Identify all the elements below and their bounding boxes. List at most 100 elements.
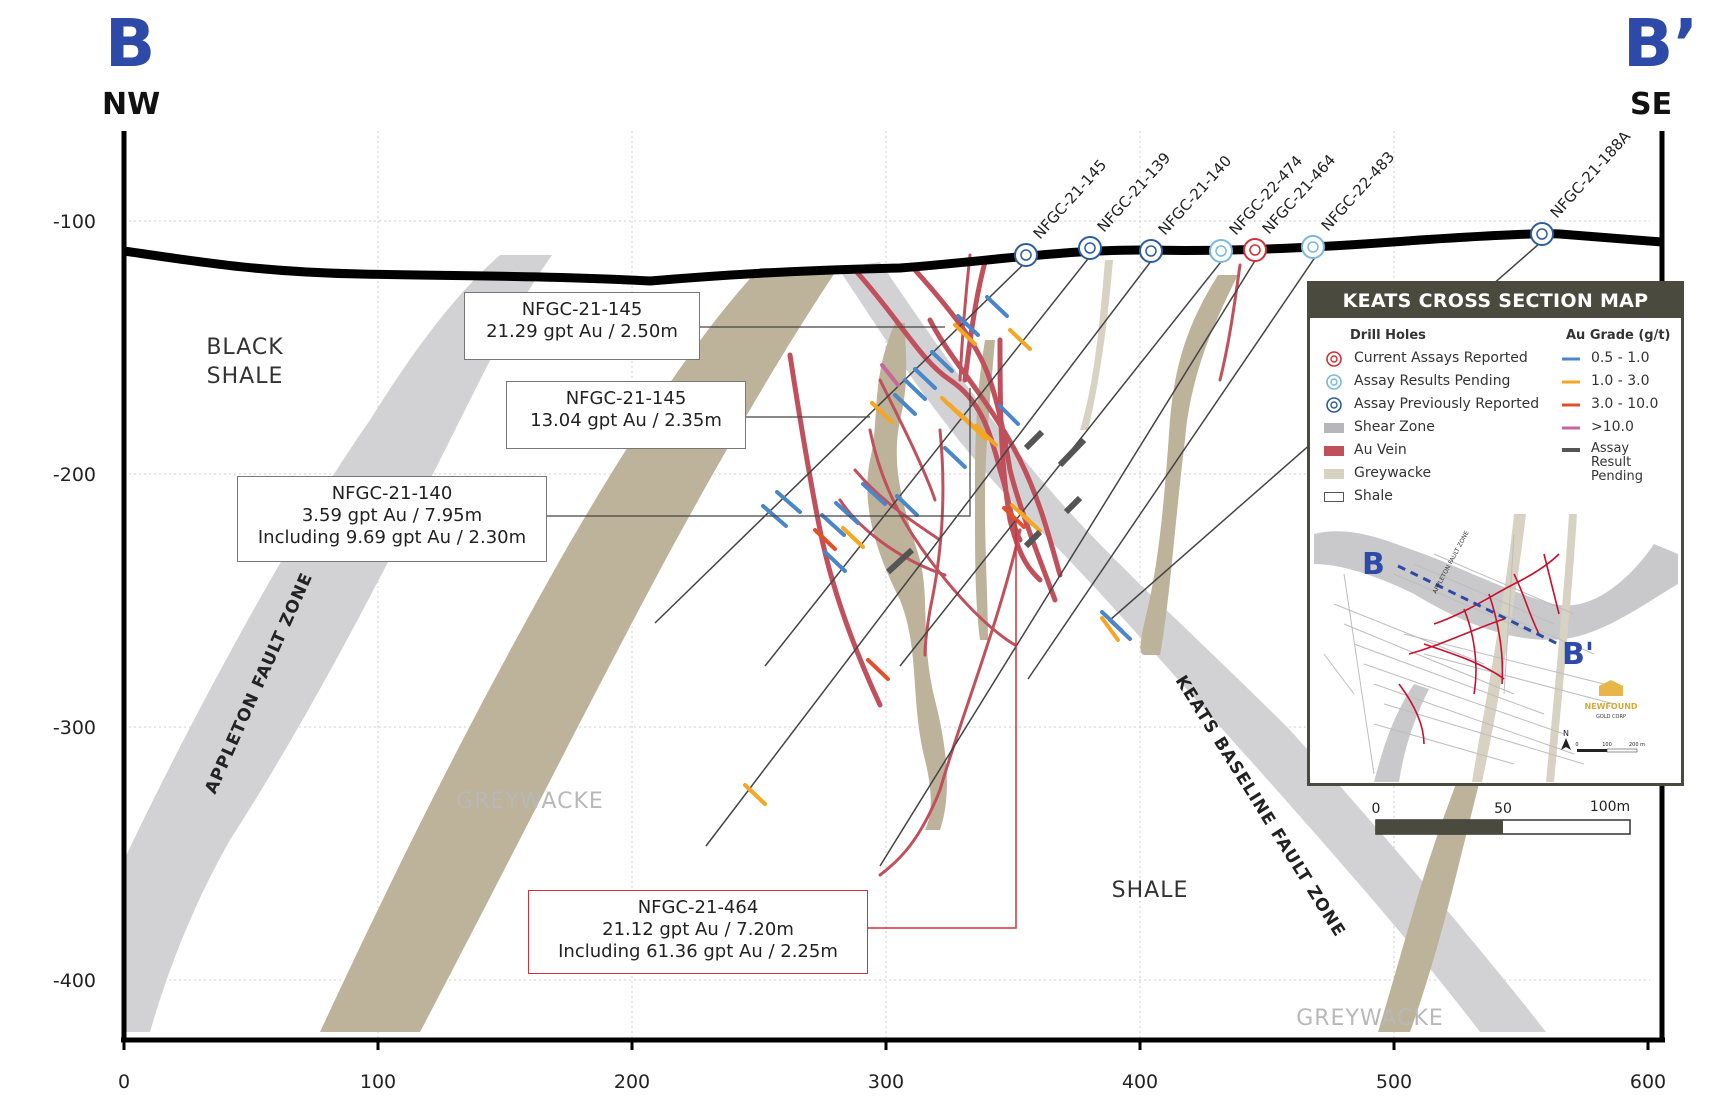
assay-markers-orange [743,323,1120,806]
map-shear-zone-2 [1374,684,1429,782]
scale-label-50: 50 [1494,801,1512,817]
legend-label: 0.5 - 1.0 [1591,350,1650,366]
map-scale-100: 100 [1602,742,1612,748]
legend-grade-over-10: >10.0 [1560,419,1634,435]
map-greywacke-2 [1546,514,1577,782]
map-au-veins [1398,553,1560,745]
x-tick-200: 200 [614,1071,650,1093]
x-tick-500: 500 [1376,1071,1412,1093]
callout-line: Including 9.69 gpt Au / 2.30m [257,527,527,548]
callout-line: 21.12 gpt Au / 7.20m [602,919,794,940]
light-blue-target-icon [1323,374,1345,390]
scale-label-0: 0 [1372,801,1381,817]
direction-se: SE [1630,87,1672,122]
legend-label: 3.0 - 10.0 [1591,396,1659,412]
red-target-icon [1323,351,1345,367]
map-shear-zone [1314,531,1678,640]
legend-grade-3-0-10-0: 3.0 - 10.0 [1560,396,1658,412]
assay-markers-red [813,506,1026,681]
legend-item-shear-zone: Shear Zone [1323,419,1435,435]
callout-nfgc-21-145-a: NFGC-21-145 21.29 gpt Au / 2.50m [464,292,700,360]
legend-label: Au Vein [1354,442,1407,458]
rock-label-greywacke-1: GREYWACKE [456,789,604,814]
shear-zone-swatch [1323,420,1345,434]
legend-item-current-assays: Current Assays Reported [1323,350,1528,367]
legend-label: Assay Previously Reported [1354,396,1540,412]
legend-grade-0-5-1-0: 0.5 - 1.0 [1560,350,1649,366]
brand-line-2: GOLD CORP [1596,714,1626,720]
legend-grade-heading: Au Grade (g/t) [1566,328,1671,343]
greywacke-band-middle [867,323,947,830]
rock-label-shale: SHALE [1112,878,1189,903]
rock-label-greywacke-2: GREYWACKE [1296,1006,1444,1031]
callout-line: 21.29 gpt Au / 2.50m [486,321,678,342]
map-scale-200: 200 m [1629,742,1645,748]
north-arrow-icon: N [1561,729,1571,750]
x-tick-0: 0 [118,1071,130,1093]
grade-swatch-red [1560,397,1582,411]
greywacke-band-southeast [1378,730,1492,1032]
drill-hole-collar-139 [1078,236,1102,260]
legend-item-previously-reported: Assay Previously Reported [1323,396,1540,413]
legend-item-greywacke: Greywacke [1323,465,1431,481]
legend-label: Shear Zone [1354,419,1435,435]
callout-line: Including 61.36 gpt Au / 2.25m [558,941,838,962]
callout-line: NFGC-21-464 [637,897,759,918]
grade-swatch-orange [1560,374,1582,388]
legend-label: Shale [1354,488,1393,504]
y-tick-neg100: -100 [53,211,96,233]
legend-drill-holes-heading: Drill Holes [1350,328,1426,343]
callout-nfgc-21-140: NFGC-21-140 3.59 gpt Au / 7.95m Includin… [237,476,547,562]
legend-item-shale: Shale [1323,488,1393,504]
callout-leader-red [862,520,1017,929]
legend-label: 1.0 - 3.0 [1591,373,1650,389]
legend-grade-1-0-3-0: 1.0 - 3.0 [1560,373,1649,389]
greywacke-band-main [320,268,838,1032]
map-label-b-prime: B' [1562,637,1594,672]
grade-swatch-pink [1560,420,1582,434]
map-section-line [1397,564,1559,646]
grade-swatch-blue [1560,351,1582,365]
map-label-b: B [1362,547,1385,582]
callout-nfgc-21-145-b: NFGC-21-145 13.04 gpt Au / 2.35m [506,381,746,449]
axis-ticks [122,1040,1650,1050]
legend-item-au-vein: Au Vein [1323,442,1407,458]
callout-line: 13.04 gpt Au / 2.35m [530,410,722,431]
callout-line: NFGC-21-140 [331,483,453,504]
au-vein-swatch [1323,443,1345,457]
x-tick-400: 400 [1122,1071,1158,1093]
x-tick-600: 600 [1630,1071,1666,1093]
assay-pending-markers [885,429,1087,575]
topography-surface [123,229,1663,286]
greywacke-band-upper-thin [1080,260,1113,430]
drill-hole-collar-464 [1243,238,1267,262]
blue-target-icon [1323,397,1345,413]
scale-label-100m: 100m [1590,799,1630,815]
map-scale-0: 0 [1575,742,1578,748]
newfound-logo: NEWFOUND GOLD CORP [1584,680,1638,720]
drill-hole-label-188a: NFGC-21-188A [1547,127,1635,222]
map-scale-bar: 0 100 200 m [1575,742,1645,753]
rock-label-black-shale-2: SHALE [207,364,284,389]
legend-title: KEATS CROSS SECTION MAP [1310,284,1681,318]
drill-hole-collar-474 [1209,239,1233,263]
brand-line-1: NEWFOUND [1584,702,1637,711]
section-end-letter: B’ [1623,5,1698,82]
y-tick-neg400: -400 [53,970,96,992]
drill-hole-collar-188a [1530,222,1554,246]
legend-label: Greywacke [1354,465,1432,481]
rock-label-black-shale-1: BLACK [206,335,283,360]
x-tick-300: 300 [868,1071,904,1093]
callout-line: NFGC-21-145 [565,388,687,409]
greywacke-band-east [1140,275,1238,655]
legend-label: Assay Results Pending [1354,373,1511,389]
legend-label: Current Assays Reported [1354,350,1528,366]
legend-item-assay-pending: Assay Results Pending [1323,373,1511,390]
map-greywacke [1472,514,1526,782]
y-tick-neg200: -200 [53,464,96,486]
shale-swatch [1323,489,1345,503]
appleton-fault-zone [124,255,552,1032]
scale-bar: 0 50 100m [1370,796,1636,851]
legend-label: >10.0 [1591,419,1634,435]
assay-markers-pink [880,363,900,387]
